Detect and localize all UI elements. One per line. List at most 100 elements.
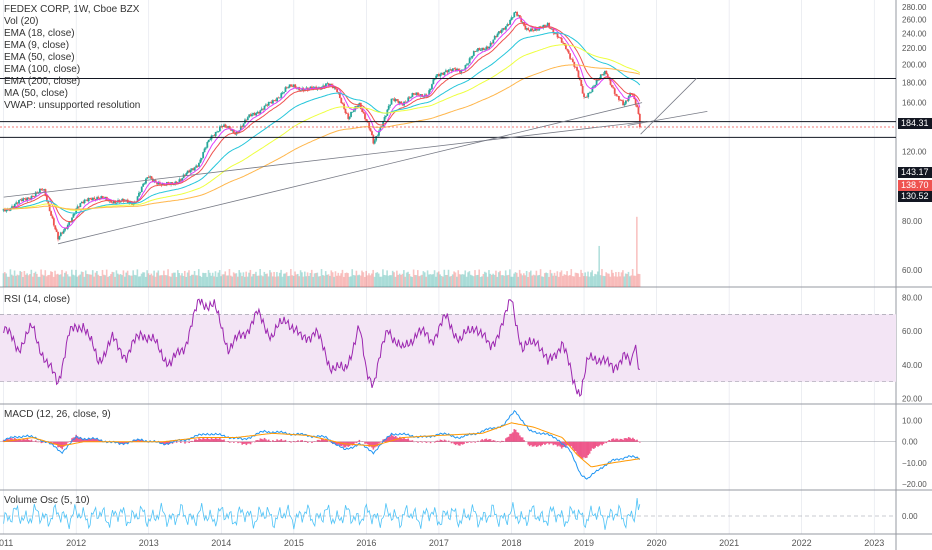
volume-bars (2, 216, 641, 287)
macd-hist-bar (584, 441, 587, 459)
candle-body (373, 140, 376, 144)
volume-bar (408, 273, 411, 287)
volume-bar (479, 276, 482, 287)
volume-bar (52, 276, 55, 287)
legend-vol[interactable]: Vol (20) (4, 16, 39, 27)
volume-bar (2, 273, 5, 287)
volume-bar (193, 271, 196, 287)
legend-ema9[interactable]: EMA (9, close) (4, 40, 70, 51)
macd-hist-bar (93, 438, 96, 442)
volume-bar (19, 270, 21, 287)
volume-bar (322, 275, 324, 287)
candle-body (375, 136, 378, 141)
legend-ema200[interactable]: EMA (200, close) (4, 76, 81, 87)
candle-body (587, 92, 590, 98)
macd-hist-bar (167, 441, 170, 445)
macd-hist-bar (556, 441, 559, 447)
candle-body (43, 189, 45, 190)
macd-hist-bar (214, 437, 217, 442)
macd-hist-bar (406, 439, 408, 442)
candle-body (535, 28, 538, 31)
volume-bar (197, 269, 200, 287)
volume-bar (530, 270, 532, 287)
macd-title[interactable]: MACD (12, 26, close, 9) (4, 409, 111, 420)
legend-vwap[interactable]: VWAP: unsupported resolution (4, 100, 141, 111)
candle-body (82, 201, 85, 204)
volume-bar (288, 275, 291, 287)
macd-hist-bar (599, 441, 602, 445)
macd-hist-bar (481, 439, 483, 442)
macd-hist-bar (560, 441, 563, 449)
macd-hist-bar (513, 429, 516, 442)
candle-body (153, 180, 156, 182)
candle-body (19, 199, 22, 201)
candle-body (329, 83, 332, 86)
candle-body (41, 189, 44, 191)
volume-bar (94, 272, 97, 287)
volume-osc-title[interactable]: Volume Osc (5, 10) (4, 495, 90, 506)
candle-body (163, 183, 165, 185)
volume-bar (6, 276, 9, 287)
macd-hist-bar (203, 438, 206, 442)
macd-hist-bar (90, 438, 93, 442)
candle-body (555, 33, 558, 35)
candle-body (414, 94, 417, 96)
macd-hist-bar (632, 437, 634, 442)
volume-bar (239, 272, 242, 287)
volume-bar (442, 276, 444, 287)
volume-bar (323, 275, 326, 287)
rsi-title[interactable]: RSI (14, close) (4, 294, 71, 305)
macd-hist-bar (344, 441, 347, 448)
volume-bar (460, 274, 462, 287)
volume-bar (482, 273, 485, 287)
legend-ema50[interactable]: EMA (50, close) (4, 52, 75, 63)
volume-bar (329, 275, 331, 287)
macd-hist-bar (238, 441, 241, 443)
volume-bar (451, 274, 454, 287)
candle-body (449, 69, 451, 71)
candle-body (189, 170, 192, 173)
candle-body (623, 103, 626, 106)
macd-hist-bar (390, 434, 393, 442)
ema-9-line (3, 17, 641, 229)
candle-body (489, 42, 492, 47)
macd-hist-bar (509, 433, 511, 442)
candle-body (379, 126, 382, 131)
candle-body (323, 85, 326, 88)
macd-hist-bar (135, 440, 137, 442)
candle-body (467, 63, 470, 65)
volume-bar (80, 271, 83, 287)
legend-ma50[interactable]: MA (50, close) (4, 88, 68, 99)
volume-bar (500, 275, 503, 287)
candle-body (595, 80, 598, 85)
candle-body (527, 28, 530, 31)
symbol-title[interactable]: FEDEX CORP, 1W, Cboe BZX (4, 4, 140, 15)
volume-bar (61, 269, 63, 287)
volume-bar (546, 273, 549, 287)
candle-body (313, 86, 316, 88)
volume-bar (319, 276, 321, 287)
volume-bar (139, 276, 141, 287)
candle-body (143, 183, 146, 185)
volume-bar (467, 272, 469, 287)
volume-bar (444, 275, 447, 287)
volume-bar (492, 273, 494, 287)
volume-bar (454, 272, 457, 287)
price-tick-280: 280.00 (902, 3, 927, 12)
legend-ema100[interactable]: EMA (100, close) (4, 64, 81, 75)
candle-body (458, 70, 461, 73)
macd-hist-bar (440, 440, 443, 442)
volume-bar (485, 272, 487, 287)
volume-bar (143, 272, 146, 287)
candle-body (355, 106, 358, 108)
volume-bar (44, 270, 47, 287)
volume-bar (366, 275, 369, 287)
macd-hist-bar (124, 441, 126, 444)
macd-hist-bar (594, 441, 596, 448)
candle-body (556, 33, 559, 38)
volume-bar (629, 276, 631, 287)
volume-bar (386, 270, 388, 287)
legend-ema18[interactable]: EMA (18, close) (4, 28, 75, 39)
candle-body (460, 69, 463, 73)
macd-hist-bar (598, 441, 601, 446)
